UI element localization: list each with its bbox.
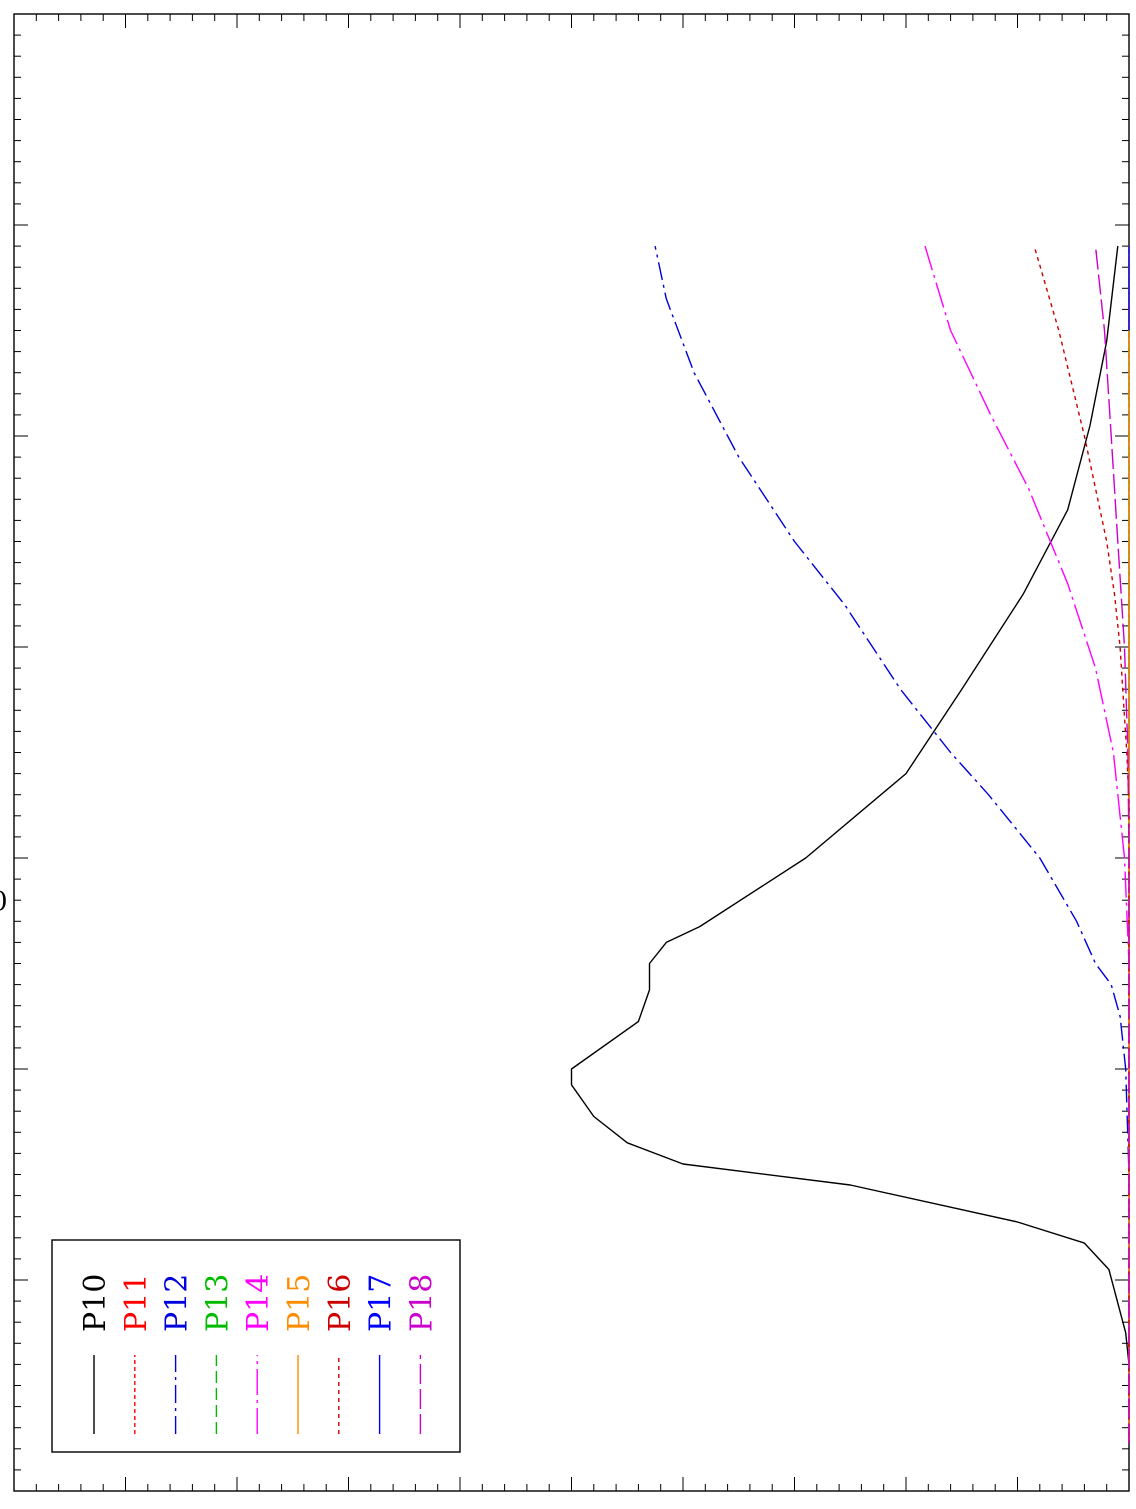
legend-label-p18: P18 bbox=[404, 1274, 439, 1332]
legend-label-p15: P15 bbox=[282, 1274, 317, 1332]
partial-axis-glyph: 0 bbox=[0, 887, 8, 917]
series-line-p14 bbox=[924, 245, 1130, 1444]
series-line-p16 bbox=[1033, 245, 1130, 1444]
legend-label-p12: P12 bbox=[160, 1274, 195, 1332]
legend-label-p17: P17 bbox=[364, 1274, 399, 1332]
legend-label-p14: P14 bbox=[241, 1274, 276, 1332]
series-line-p10 bbox=[570, 246, 1130, 1444]
series-line-p12 bbox=[654, 245, 1130, 1444]
series-layer bbox=[570, 245, 1130, 1444]
legend-label-p10: P10 bbox=[78, 1274, 113, 1332]
legend-box bbox=[51, 1239, 461, 1453]
legend-label-p13: P13 bbox=[200, 1274, 235, 1332]
legend-label-p16: P16 bbox=[323, 1274, 358, 1332]
series-line-p18 bbox=[1094, 246, 1130, 1444]
legend: P10 P11 P12 P13 P14 P15 P16 P17 P18 bbox=[51, 1239, 461, 1453]
legend-label-p11: P11 bbox=[119, 1274, 154, 1332]
